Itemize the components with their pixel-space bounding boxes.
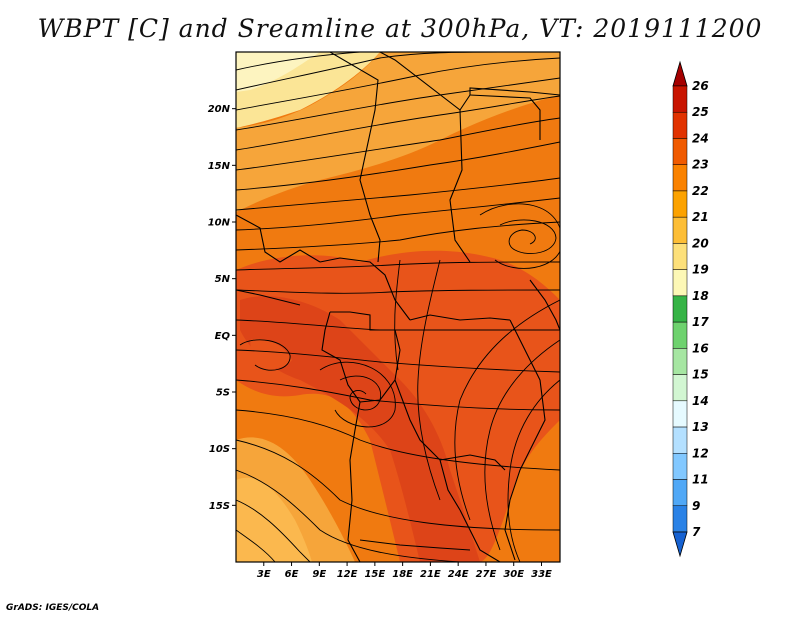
lon-label: 30E (503, 569, 524, 580)
map-title: WBPT [C] and Sreamline at 300hPa, VT: 20… (37, 14, 763, 43)
colorbar-swatch (672, 348, 688, 375)
lon-label: 27E (476, 569, 497, 580)
country-borders (236, 52, 560, 562)
colorbar-label: 22 (692, 184, 709, 198)
colorbar-swatch (672, 321, 688, 349)
colorbar-label: 7 (692, 525, 701, 539)
field-region-18 (236, 52, 320, 92)
colorbar-swatch (672, 243, 688, 270)
colorbar-swatch (672, 216, 688, 244)
colorbar-label: 18 (692, 289, 709, 303)
colorbar-top-extend (672, 60, 688, 87)
colorbar-label: 24 (692, 131, 709, 145)
colorbar-swatch (672, 453, 688, 480)
field-region-24 (240, 296, 480, 562)
lat-label: 15S (209, 501, 230, 512)
lat-label: 5N (215, 274, 231, 285)
map-area (236, 52, 560, 562)
lon-label: 6E (285, 569, 299, 580)
field-region-20 (236, 52, 560, 212)
field-region-21-south (236, 477, 312, 562)
colorbar-label: 26 (692, 79, 709, 93)
colorbar-label: 25 (692, 105, 709, 119)
colorbar-swatch (672, 479, 688, 507)
lon-label: 3E (257, 569, 271, 580)
lon-label: 33E (531, 569, 552, 580)
map-frame (235, 51, 561, 563)
colorbar-label: 12 (692, 446, 709, 460)
latitude-axis: 20N 15N 10N 5N EQ 5S 10S 15S (208, 104, 236, 512)
colorbar-swatch (672, 426, 688, 454)
colorbar-label: 23 (692, 158, 709, 172)
longitude-axis: 3E 6E 9E 12E 15E 18E 21E 24E 27E 30E 33E (257, 562, 552, 580)
colorbar-label: 21 (692, 210, 709, 224)
colorbar-swatch (672, 269, 688, 297)
lon-label: 21E (420, 569, 441, 580)
colorbar-swatch (672, 374, 688, 402)
colorbar: 26 25 24 23 22 21 20 19 18 17 16 15 14 13 12 11 9 7 (672, 60, 709, 558)
lat-label: EQ (215, 331, 231, 342)
colorbar-label: 16 (692, 341, 709, 355)
lon-label: 24E (448, 569, 469, 580)
colorbar-bottom-extend (672, 531, 688, 558)
colorbar-label: 17 (692, 315, 709, 329)
colorbar-label: 15 (692, 368, 709, 382)
lat-label: 10S (209, 444, 230, 455)
lon-label: 15E (364, 569, 385, 580)
colorbar-swatch (672, 400, 688, 428)
colorbar-label: 9 (692, 499, 700, 513)
colorbar-label: 20 (692, 236, 709, 250)
colorbar-label: 13 (692, 420, 709, 434)
colorbar-swatch (672, 164, 688, 192)
colorbar-label: 14 (692, 394, 709, 408)
colorbar-label: 11 (692, 473, 709, 487)
colorbar-label: 19 (692, 263, 709, 277)
grads-credit: GrADS: IGES/COLA (6, 603, 100, 613)
lat-label: 20N (208, 104, 231, 115)
lon-label: 9E (312, 569, 326, 580)
colorbar-swatch (672, 85, 688, 113)
colorbar-swatch (672, 190, 688, 218)
colorbar-swatch (672, 505, 688, 533)
lat-label: 5S (216, 388, 230, 399)
lat-label: 10N (208, 218, 231, 229)
lon-label: 12E (337, 569, 358, 580)
field-region-23-west (250, 338, 292, 369)
lon-label: 18E (392, 569, 413, 580)
colorbar-swatch (672, 138, 688, 165)
colorbar-swatch (672, 111, 688, 139)
lat-label: 15N (208, 161, 231, 172)
colorbar-swatch (672, 295, 688, 323)
